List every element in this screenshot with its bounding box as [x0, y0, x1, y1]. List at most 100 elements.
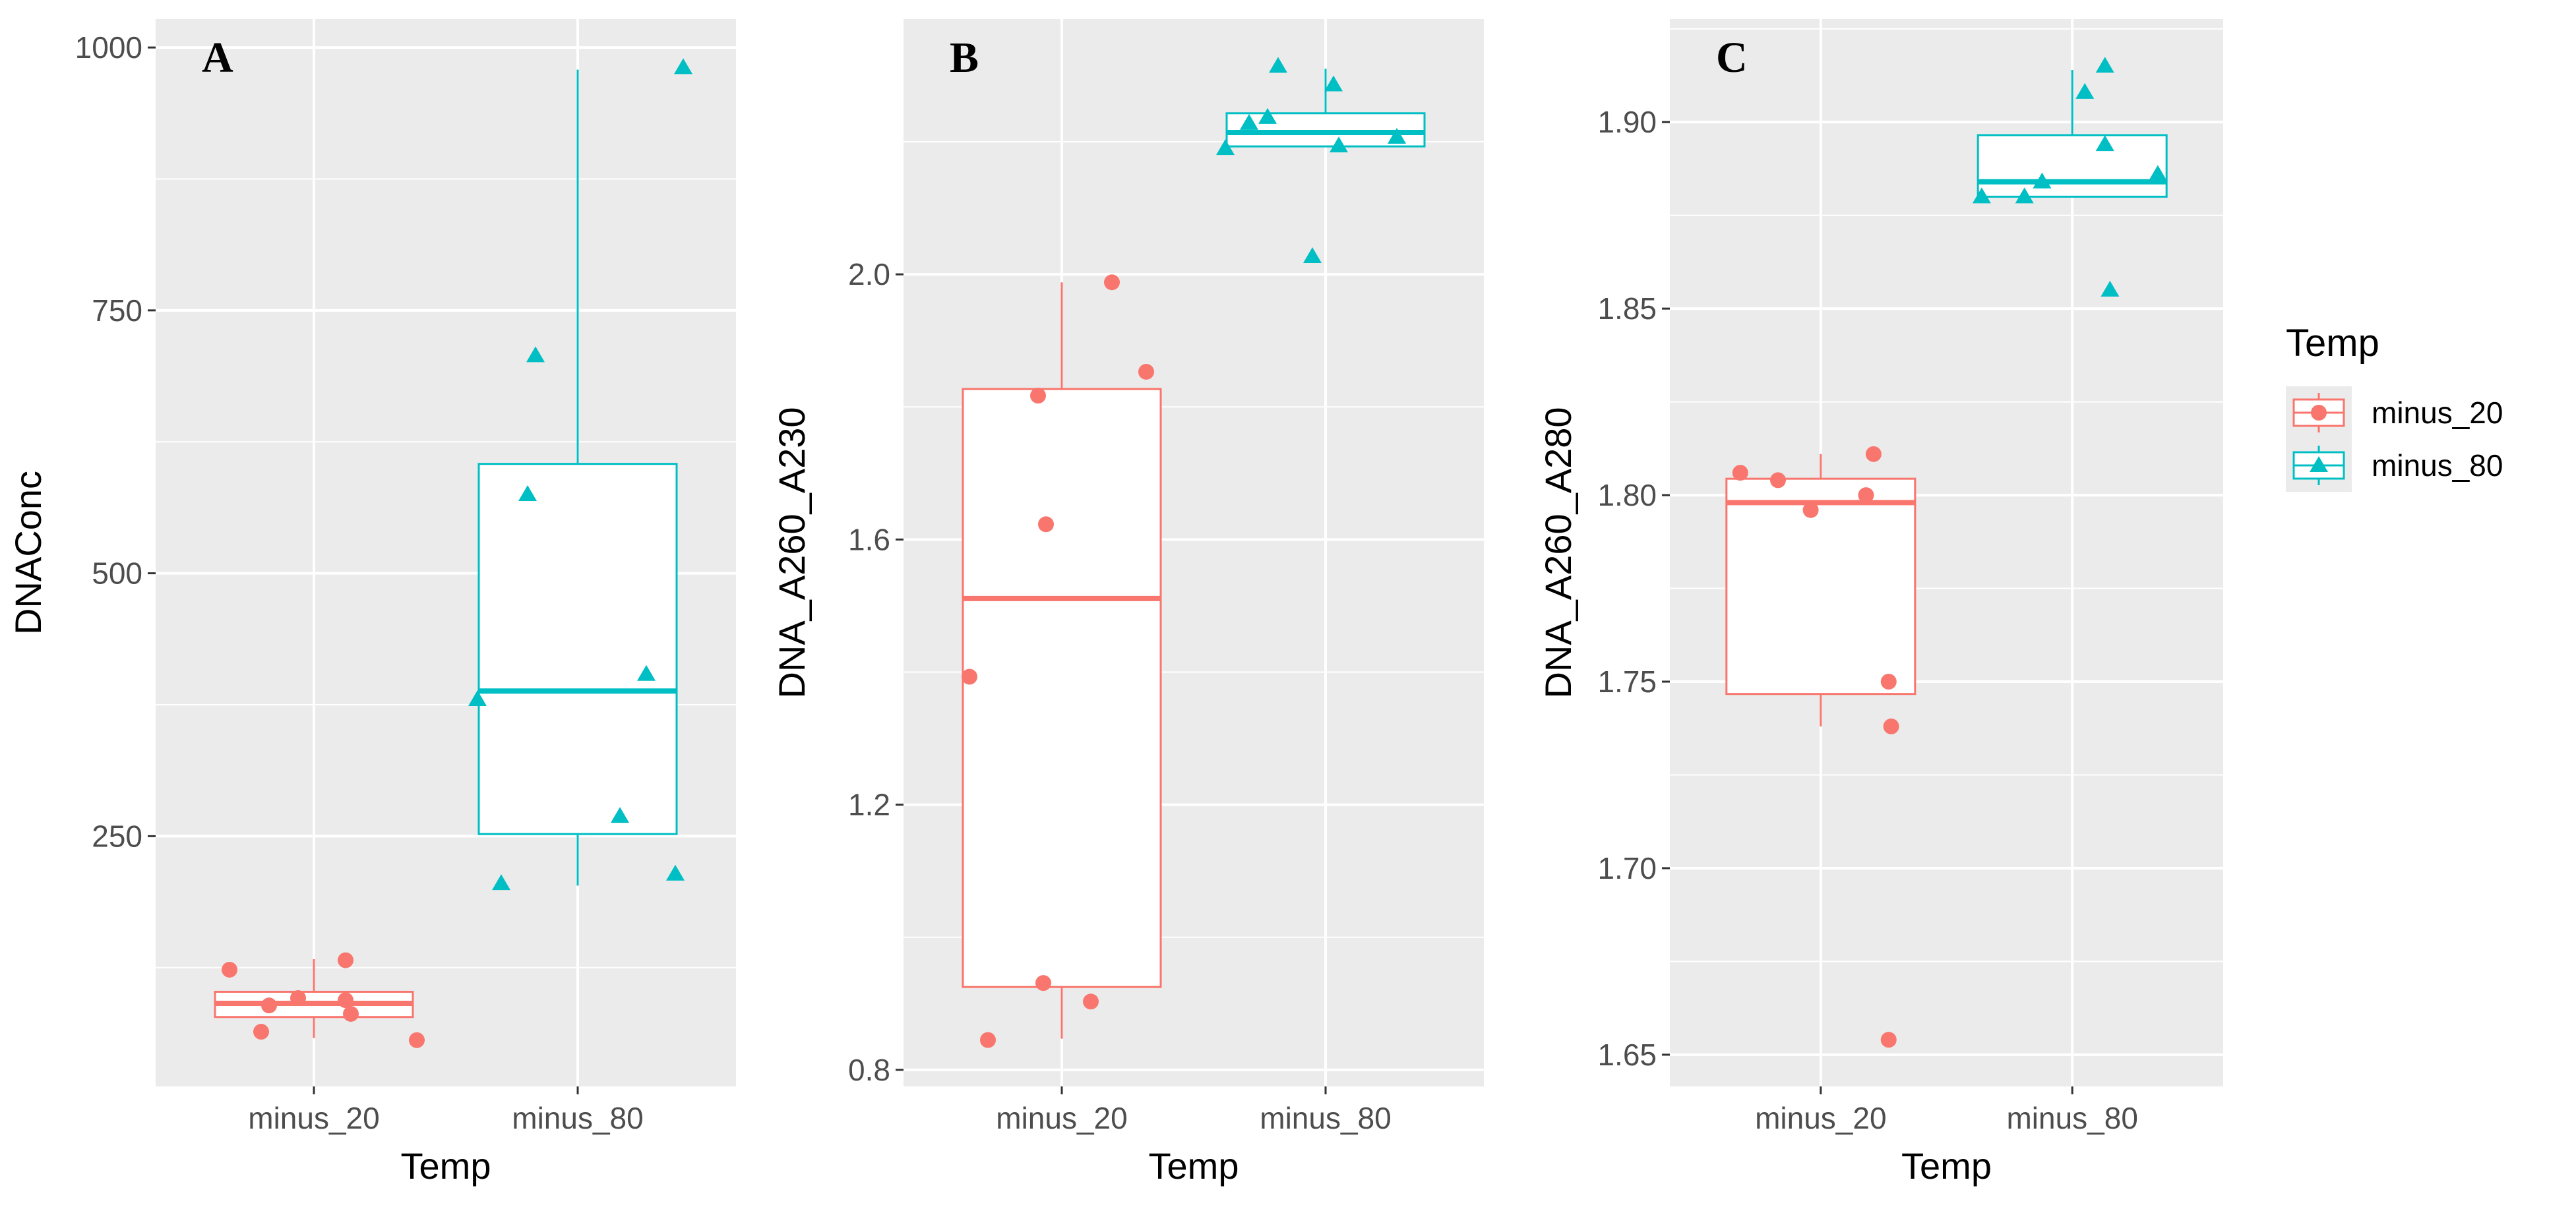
- panel-letter: A: [202, 34, 233, 82]
- boxplot-minus_20: [1725, 454, 1917, 726]
- x-tick-label: minus_80: [2006, 1101, 2137, 1135]
- data-point-minus_80: [1240, 113, 1258, 130]
- box: [1225, 112, 1426, 148]
- data-point-minus_80: [1330, 136, 1348, 153]
- legend: Temp minus_20 minus_80: [2286, 322, 2503, 492]
- data-point-minus_80: [1972, 187, 1991, 204]
- data-point-minus_20: [338, 992, 353, 1009]
- data-point-minus_80: [468, 690, 487, 707]
- data-point-minus_80: [526, 346, 545, 363]
- data-point-minus_80: [492, 874, 510, 891]
- data-point-minus_20: [343, 1005, 359, 1022]
- data-point-minus_20: [1865, 446, 1882, 462]
- box: [962, 388, 1162, 988]
- data-point-minus_80: [674, 58, 692, 74]
- y-tick-label: 1.2: [848, 788, 890, 822]
- y-tick-label: 1.85: [1597, 291, 1657, 326]
- y-tick-label: 1.65: [1597, 1038, 1657, 1072]
- y-axis-title: DNA_A260_A280: [1537, 407, 1579, 698]
- boxplot-minus_80: [477, 69, 678, 886]
- data-point-minus_20: [1883, 718, 1899, 734]
- legend-label: minus_20: [2372, 396, 2503, 430]
- data-point-minus_80: [1258, 107, 1277, 124]
- x-tick-label: minus_20: [996, 1101, 1127, 1135]
- data-point-minus_20: [980, 1032, 996, 1048]
- panel-letter: C: [1716, 34, 1748, 82]
- data-point-minus_20: [1732, 465, 1748, 481]
- panel-c: 1.65 1.70 1.75 1.80 1.85 1.90 minus_20 minus_80…: [1537, 19, 2223, 1187]
- x-tick-label: minus_80: [1260, 1101, 1391, 1135]
- y-tick-label: 2.0: [848, 257, 890, 291]
- x-tick-label: minus_20: [248, 1101, 379, 1135]
- data-point-minus_80: [1216, 139, 1235, 156]
- data-point-minus_80: [2015, 187, 2034, 204]
- y-tick-label: 1.70: [1597, 851, 1657, 885]
- y-tick-label: 0.8: [848, 1053, 890, 1087]
- panel-letter: B: [950, 34, 979, 82]
- data-point-minus_20: [222, 961, 237, 978]
- data-point-minus_80: [637, 665, 656, 681]
- data-point-minus_20: [290, 990, 306, 1007]
- boxplot-minus_20: [214, 959, 414, 1038]
- data-point-minus_80: [1324, 75, 1343, 92]
- panel-b: 0.8 1.2 1.6 2.0 minus_20 minus_80 Temp DNA_A260…: [771, 19, 1484, 1187]
- data-point-minus_80: [1303, 247, 1322, 264]
- y-tick-label: 1.75: [1597, 665, 1657, 699]
- data-point-minus_80: [2148, 165, 2167, 181]
- data-point-minus_20: [1083, 993, 1099, 1010]
- data-point-minus_20: [1030, 388, 1046, 404]
- data-point-minus_80: [518, 485, 537, 501]
- x-axis-title: Temp: [1149, 1145, 1239, 1187]
- box: [477, 463, 678, 835]
- data-point-minus_20: [1038, 516, 1054, 533]
- x-axis-title: Temp: [1901, 1145, 1992, 1187]
- data-point-minus_80: [666, 864, 685, 881]
- data-point-minus_80: [2095, 57, 2114, 73]
- x-axis-title: Temp: [401, 1145, 491, 1187]
- data-point-minus_80: [1269, 57, 1287, 73]
- data-point-minus_80: [2095, 135, 2114, 152]
- data-point-minus_20: [1035, 975, 1051, 991]
- legend-key-minus_20: [2292, 393, 2345, 432]
- boxplot-minus_80: [1225, 69, 1426, 148]
- data-point-minus_20: [1880, 674, 1897, 690]
- y-tick-label: 1000: [75, 30, 142, 65]
- x-tick-label: minus_80: [512, 1101, 643, 1135]
- legend-label: minus_80: [2372, 448, 2503, 483]
- data-point-minus_80: [2101, 280, 2120, 297]
- data-point-minus_20: [1880, 1032, 1897, 1048]
- box: [1977, 134, 2168, 198]
- data-point-minus_20: [1138, 363, 1154, 380]
- data-point-minus_80: [1388, 127, 1406, 144]
- panel-a: 250 500 750 1000 minus_20 minus_80 Temp DNAConc…: [7, 19, 736, 1187]
- x-tick-label: minus_20: [1755, 1101, 1886, 1135]
- y-tick-label: 500: [92, 556, 142, 591]
- data-point-minus_20: [962, 668, 977, 685]
- data-point-minus_80: [2033, 172, 2052, 189]
- box: [1725, 477, 1917, 695]
- y-tick-label: 750: [92, 293, 142, 328]
- y-tick-label: 250: [92, 819, 142, 853]
- data-point-minus_20: [1104, 274, 1120, 291]
- y-tick-label: 1.90: [1597, 105, 1657, 139]
- legend-key-minus_80: [2292, 446, 2345, 485]
- legend-triangle-icon: [2310, 456, 2328, 472]
- data-point-minus_20: [253, 1024, 269, 1040]
- y-tick-label: 1.6: [848, 522, 890, 556]
- data-point-minus_20: [261, 997, 277, 1014]
- data-point-minus_20: [1769, 472, 1786, 488]
- data-point-minus_20: [338, 952, 353, 968]
- data-point-minus_80: [2075, 82, 2095, 99]
- data-point-minus_80: [611, 807, 629, 823]
- data-point-minus_20: [1858, 487, 1874, 504]
- boxplot-minus_80: [1977, 69, 2168, 198]
- y-tick-label: 1.80: [1597, 478, 1657, 512]
- y-axis-title: DNAConc: [7, 471, 49, 635]
- y-axis-title: DNA_A260_A230: [771, 407, 813, 698]
- data-point-minus_20: [1802, 502, 1819, 518]
- legend-circle-icon: [2311, 405, 2327, 421]
- legend-title: Temp: [2286, 322, 2379, 365]
- boxplot-minus_20: [962, 282, 1162, 1039]
- data-point-minus_20: [409, 1032, 425, 1048]
